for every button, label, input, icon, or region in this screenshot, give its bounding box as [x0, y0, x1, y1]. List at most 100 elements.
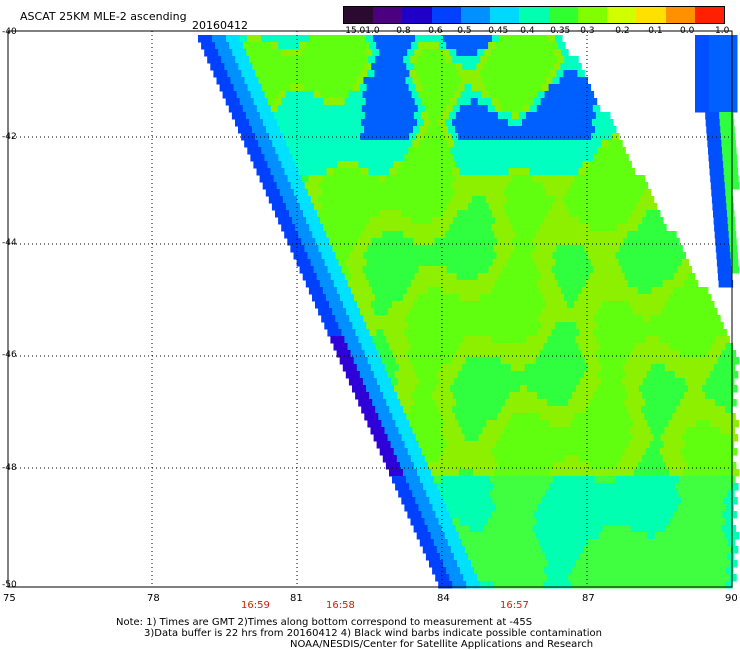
swath-cell — [656, 329, 664, 337]
swath-cell — [306, 266, 315, 274]
swath-cell — [347, 105, 356, 113]
swath-cell — [378, 413, 386, 421]
swath-cell — [507, 532, 516, 540]
swath-cell — [393, 448, 402, 456]
swath-cell — [488, 217, 496, 225]
swath-cell — [583, 259, 592, 267]
swath-cell — [475, 539, 484, 547]
swath-cell — [585, 343, 593, 351]
swath-cell — [329, 301, 337, 309]
swath-cell — [564, 168, 572, 176]
swath-cell — [531, 140, 539, 148]
swath-cell — [620, 231, 628, 239]
swath-cell — [288, 224, 296, 232]
swath-cell — [516, 217, 524, 225]
swath-cell — [291, 119, 299, 127]
swath-cell — [573, 364, 582, 372]
swath-cell — [240, 84, 249, 92]
swath-cell — [572, 553, 581, 561]
swath-cell — [711, 581, 719, 589]
swath-cell — [484, 98, 493, 106]
swath-cell — [695, 434, 704, 442]
swath-cell — [546, 238, 554, 246]
swath-cell — [439, 42, 447, 50]
swath-cell — [515, 469, 523, 477]
swath-cell — [461, 539, 470, 547]
swath-cell — [675, 357, 684, 365]
swath-cell — [635, 217, 643, 225]
swath-cell — [295, 98, 304, 106]
swath-cell — [518, 525, 527, 533]
swath-cell — [422, 385, 430, 393]
swath-cell — [611, 497, 619, 505]
swath-cell — [578, 294, 586, 302]
swath-cell — [476, 175, 485, 183]
swath-cell — [363, 140, 371, 148]
swath-cell — [315, 287, 324, 295]
swath-cell — [466, 105, 475, 113]
swath-cell — [501, 455, 510, 463]
swath-cell — [673, 511, 681, 519]
swath-cell — [513, 322, 521, 330]
swath-cell — [544, 203, 553, 211]
swath-cell — [389, 231, 397, 239]
swath-cell — [730, 497, 738, 505]
swath-cell — [286, 140, 294, 148]
swath-cell — [391, 252, 399, 260]
swath-cell — [389, 280, 398, 288]
swath-cell — [644, 238, 652, 246]
swath-cell — [673, 574, 681, 582]
swath-cell — [433, 315, 441, 323]
swath-cell — [492, 322, 500, 330]
swath-cell — [466, 231, 474, 239]
swath-cell — [208, 42, 216, 50]
swath-cell — [327, 217, 335, 225]
swath-cell — [408, 35, 416, 43]
swath-cell — [384, 364, 393, 372]
swath-cell — [413, 287, 422, 295]
swath-cell — [439, 378, 448, 386]
swath-cell — [506, 196, 515, 204]
swath-cell — [421, 161, 429, 169]
swath-cell — [561, 273, 570, 281]
swath-cell — [361, 406, 369, 414]
swath-cell — [472, 483, 480, 491]
swath-cell — [337, 336, 345, 344]
swath-cell — [226, 84, 235, 92]
swath-cell — [595, 112, 604, 120]
swath-cell — [570, 70, 578, 78]
swath-cell — [473, 469, 481, 477]
swath-cell — [466, 343, 474, 351]
swath-cell — [425, 266, 434, 274]
swath-cell — [628, 392, 636, 400]
swath-cell — [439, 441, 448, 449]
swath-cell — [585, 231, 593, 239]
swath-cell — [471, 147, 479, 155]
swath-cell — [458, 357, 467, 365]
swath-cell — [503, 315, 511, 323]
swath-cell — [441, 350, 450, 358]
swath-cell — [251, 140, 259, 148]
swath-cell — [408, 147, 416, 155]
swath-cell — [578, 168, 586, 176]
swath-cell — [333, 119, 341, 127]
swath-cell — [298, 119, 306, 127]
swath-cell — [610, 399, 618, 407]
swath-cell — [593, 217, 601, 225]
swath-cell — [258, 77, 266, 85]
swath-cell — [387, 147, 395, 155]
swath-cell — [252, 126, 260, 134]
swath-cell — [452, 581, 460, 589]
swath-cell — [430, 133, 438, 141]
swath-cell — [646, 371, 655, 379]
swath-cell — [619, 182, 628, 190]
swath-cell — [487, 581, 495, 589]
swath-cell — [400, 448, 409, 456]
swath-cell — [388, 133, 396, 141]
swath-cell — [556, 483, 564, 491]
swath-cell — [518, 112, 527, 120]
swath-cell — [709, 322, 717, 330]
swath-cell — [219, 84, 228, 92]
swath-cell — [430, 532, 439, 540]
swath-cell — [676, 406, 684, 414]
